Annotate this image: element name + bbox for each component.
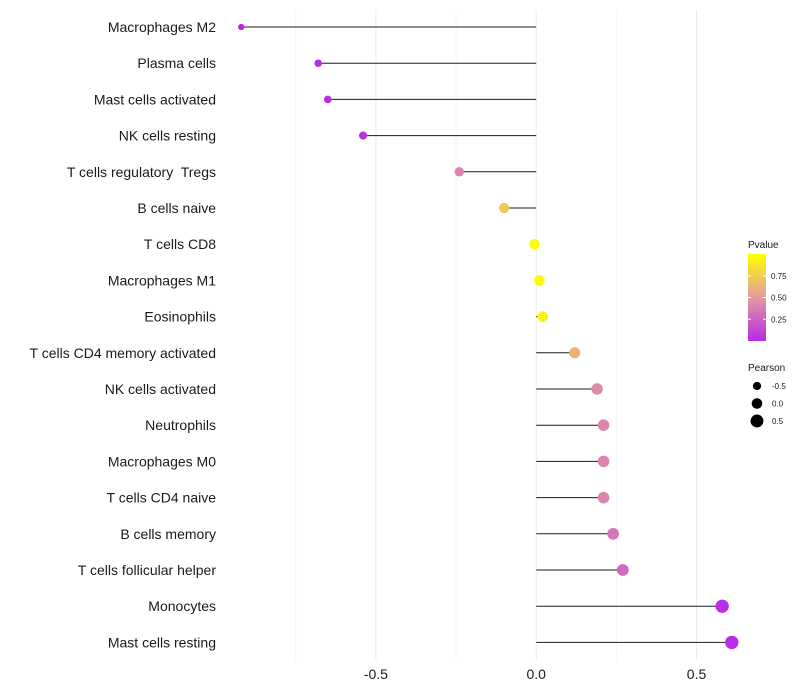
size-legend-dot xyxy=(752,381,762,391)
y-tick-label: B cells naive xyxy=(137,200,216,216)
size-legend-dot xyxy=(751,398,763,409)
pvalue-legend: Pvalue 0.25 0.50 0.75 xyxy=(748,240,787,341)
lollipop-point xyxy=(569,347,581,359)
lollipop-point xyxy=(454,167,465,177)
lollipop-point xyxy=(534,275,545,286)
lollipop-point xyxy=(238,23,245,31)
y-tick-label: T cells follicular helper xyxy=(78,562,217,578)
y-tick-label: Eosinophils xyxy=(144,309,216,325)
pvalue-legend-title: Pvalue xyxy=(748,240,779,251)
x-tick-label: -0.5 xyxy=(364,666,388,682)
lollipop-point xyxy=(597,491,610,504)
y-tick-label: Macrophages M1 xyxy=(108,272,216,288)
stem-layer xyxy=(241,26,732,643)
y-axis-labels: Macrophages M2 Plasma cells Mast cells act… xyxy=(30,19,217,650)
y-tick-label: NK cells resting xyxy=(119,128,216,144)
dot-layer xyxy=(238,23,739,650)
colorbar-tick-label: 0.50 xyxy=(771,294,787,303)
size-legend-dot xyxy=(750,414,764,428)
x-tick-label: 0.0 xyxy=(526,666,546,682)
lollipop-point xyxy=(314,59,322,67)
y-tick-label: Macrophages M0 xyxy=(108,453,216,469)
lollipop-point xyxy=(529,238,540,250)
y-tick-label: T cells CD4 naive xyxy=(107,490,217,506)
pearson-legend-title: Pearson xyxy=(748,363,785,374)
lollipop-point xyxy=(616,564,629,576)
y-tick-label: Macrophages M2 xyxy=(108,19,216,35)
y-tick-label: Neutrophils xyxy=(145,417,216,433)
pvalue-colorbar xyxy=(748,254,766,341)
colorbar-tick-label: 0.75 xyxy=(771,272,787,281)
y-tick-label: NK cells activated xyxy=(105,381,216,397)
size-legend-label: -0.5 xyxy=(772,382,786,391)
x-tick-label: 0.5 xyxy=(687,666,707,682)
y-tick-label: T cells CD4 memory activated xyxy=(30,345,216,361)
y-tick-label: T cells CD8 xyxy=(144,236,216,252)
lollipop-point xyxy=(597,419,610,431)
size-legend-label: 0.5 xyxy=(772,417,784,426)
lollipop-point xyxy=(324,95,332,104)
lollipop-point xyxy=(537,311,548,322)
lollipop-point xyxy=(725,635,739,650)
y-tick-label: Mast cells resting xyxy=(108,634,216,650)
y-tick-label: Plasma cells xyxy=(137,55,216,71)
colorbar-tick-label: 0.25 xyxy=(771,315,787,324)
y-tick-label: Monocytes xyxy=(148,598,216,614)
lollipop-point xyxy=(499,202,510,214)
lollipop-point xyxy=(715,599,729,613)
x-axis-ticks: -0.5 0.0 0.5 xyxy=(364,666,707,682)
lollipop-point xyxy=(607,527,620,540)
grid-layer xyxy=(295,10,698,660)
y-tick-label: B cells memory xyxy=(120,526,216,542)
y-tick-label: Mast cells activated xyxy=(94,91,216,107)
lollipop-point xyxy=(591,383,603,395)
pearson-legend: Pearson -0.5 0.0 0.5 xyxy=(748,363,786,428)
size-legend-label: 0.0 xyxy=(772,400,784,409)
y-tick-label: T cells regulatory Tregs xyxy=(67,164,216,180)
lollipop-point xyxy=(359,131,368,140)
lollipop-point xyxy=(597,455,610,468)
